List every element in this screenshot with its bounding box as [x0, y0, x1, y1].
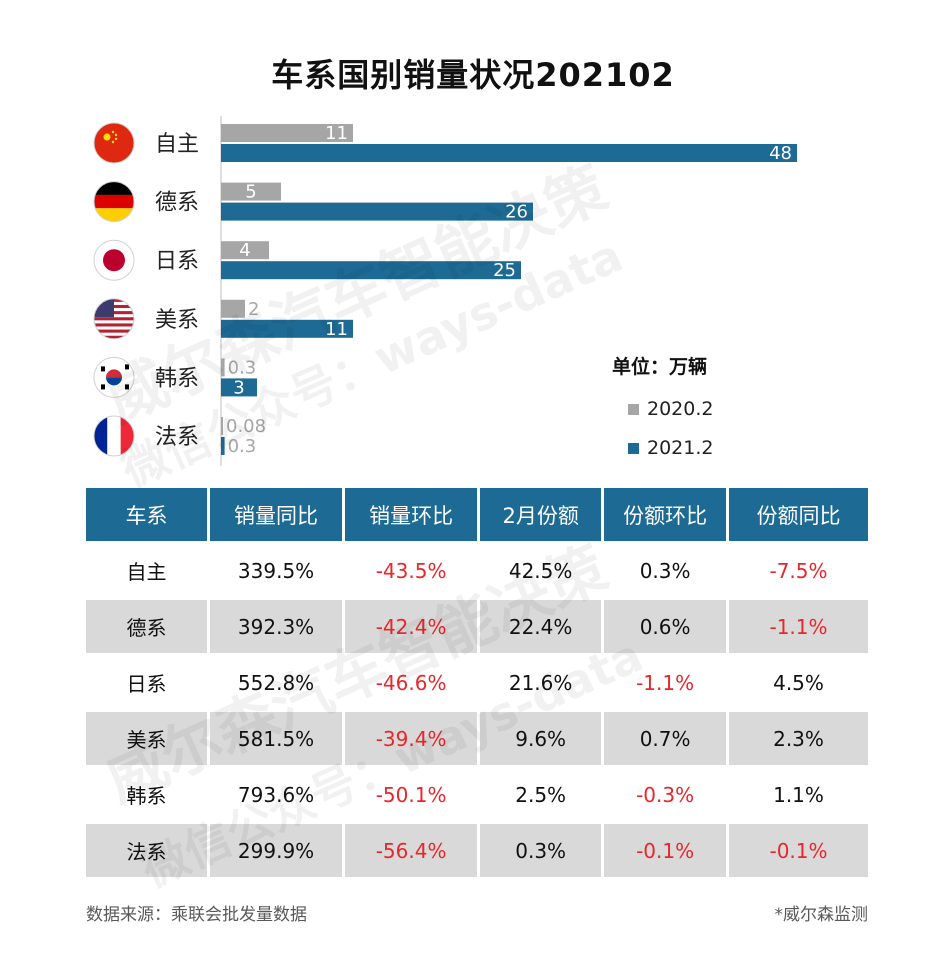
table-cell: 22.4% — [480, 600, 605, 656]
table-header: 销量环比 — [345, 488, 481, 544]
table-cell: 392.3% — [209, 600, 346, 656]
legend-label-2020: 2020.2 — [647, 398, 714, 420]
data-label: 2 — [248, 299, 259, 320]
data-label: 48 — [769, 143, 792, 164]
table-cell: 0.6% — [604, 600, 730, 656]
data-label: 25 — [493, 260, 516, 281]
bar-2020-2 — [221, 241, 269, 260]
data-label: 4 — [239, 240, 250, 261]
table-row-label: 日系 — [86, 656, 210, 712]
legend-item-2021: 2021.2 — [628, 437, 713, 459]
category-label: 韩系 — [155, 366, 199, 391]
table-cell: -56.4% — [345, 824, 481, 880]
table-header: 份额同比 — [729, 488, 868, 544]
table-cell: -46.6% — [345, 656, 481, 712]
category-label: 德系 — [155, 191, 199, 216]
data-label: 11 — [325, 123, 348, 144]
bar-2021-2 — [221, 378, 257, 397]
table-cell: 4.5% — [729, 656, 868, 712]
table-row: 韩系 793.6% -50.1% 2.5% -0.3% 1.1% — [86, 768, 868, 824]
stats-table: 车系 销量同比 销量环比 2月份额 份额环比 份额同比 自主 339.5% -43.… — [86, 488, 868, 880]
data-label: 0.3 — [228, 357, 257, 378]
table-cell: -0.1% — [729, 824, 868, 880]
unit-label: 单位：万辆 — [612, 356, 708, 378]
bar-2021-2 — [221, 261, 521, 280]
legend-swatch-2020 — [628, 403, 639, 415]
legend-swatch-2021 — [628, 442, 639, 454]
table-cell: 2.5% — [480, 768, 605, 824]
table-cell: 9.6% — [480, 712, 605, 768]
table-cell: 1.1% — [729, 768, 868, 824]
table-row-label: 美系 — [86, 712, 210, 768]
usa-flag-icon — [93, 298, 135, 340]
data-source: 数据来源：乘联会批发量数据 — [86, 905, 307, 925]
category-label: 法系 — [155, 425, 199, 450]
table-cell: 0.3% — [480, 824, 605, 880]
table-cell: -39.4% — [345, 712, 481, 768]
table-cell: -1.1% — [729, 600, 868, 656]
data-label: 5 — [245, 182, 256, 203]
table-cell: 581.5% — [209, 712, 346, 768]
table-header: 份额环比 — [604, 488, 730, 544]
france-flag-icon — [93, 415, 135, 457]
bar-2020-2 — [221, 299, 245, 318]
table-cell: -7.5% — [729, 544, 868, 600]
table-cell: -0.3% — [604, 768, 730, 824]
germany-flag-icon — [93, 181, 135, 223]
credit-note: *威尔森监测 — [774, 905, 869, 925]
table-row: 日系 552.8% -46.6% 21.6% -1.1% 4.5% — [86, 656, 868, 712]
chart-title: 车系国别销量状况202102 — [271, 56, 675, 94]
table-row: 德系 392.3% -42.4% 22.4% 0.6% -1.1% — [86, 600, 868, 656]
data-label: 0.3 — [228, 436, 257, 457]
table-row: 美系 581.5% -39.4% 9.6% 0.7% 2.3% — [86, 712, 868, 768]
table-cell: -42.4% — [345, 600, 481, 656]
table-cell: 793.6% — [209, 768, 346, 824]
bar-2020-2 — [221, 182, 281, 201]
japan-flag-icon — [93, 239, 135, 281]
category-label: 日系 — [155, 249, 199, 274]
category-label: 美系 — [155, 308, 199, 333]
table-cell: 339.5% — [209, 544, 346, 600]
table-header: 车系 — [86, 488, 210, 544]
bar-2020-2 — [221, 417, 223, 435]
bar-2020-2 — [221, 124, 353, 142]
table-cell: 42.5% — [480, 544, 605, 600]
table-header-row: 车系 销量同比 销量环比 2月份额 份额环比 份额同比 — [86, 488, 868, 544]
table-row-label: 自主 — [86, 544, 210, 600]
china-flag-icon — [93, 122, 135, 164]
legend-item-2020: 2020.2 — [628, 398, 713, 420]
table-row: 法系 299.9% -56.4% 0.3% -0.1% -0.1% — [86, 824, 868, 880]
data-label: 26 — [505, 202, 528, 223]
table-header: 2月份额 — [480, 488, 605, 544]
table-cell: 21.6% — [480, 656, 605, 712]
korea-flag-icon — [93, 356, 135, 398]
data-label: 3 — [233, 377, 244, 398]
table-body: 自主 339.5% -43.5% 42.5% 0.3% -7.5% 德系 392.3% -42.… — [86, 544, 868, 880]
legend-label-2021: 2021.2 — [647, 437, 714, 459]
table-cell: -50.1% — [345, 768, 481, 824]
table-cell: 0.7% — [604, 712, 730, 768]
bar-2021-2 — [221, 202, 533, 221]
table-cell: 299.9% — [209, 824, 346, 880]
table-row-label: 法系 — [86, 824, 210, 880]
bar-2021-2 — [221, 437, 225, 455]
table-cell: -43.5% — [345, 544, 481, 600]
data-label: 11 — [325, 319, 348, 340]
table-cell: 0.3% — [604, 544, 730, 600]
bar-2021-2 — [221, 319, 353, 338]
table-row: 自主 339.5% -43.5% 42.5% 0.3% -7.5% — [86, 544, 868, 600]
category-label: 自主 — [155, 132, 199, 157]
table-row-label: 韩系 — [86, 768, 210, 824]
data-label: 0.08 — [226, 416, 266, 437]
table-row-label: 德系 — [86, 600, 210, 656]
table-cell: 552.8% — [209, 656, 346, 712]
bar-2021-2 — [221, 144, 797, 162]
table-cell: -1.1% — [604, 656, 730, 712]
table-header: 销量同比 — [209, 488, 346, 544]
table-cell: -0.1% — [604, 824, 730, 880]
bar-2020-2 — [221, 358, 225, 377]
table-cell: 2.3% — [729, 712, 868, 768]
